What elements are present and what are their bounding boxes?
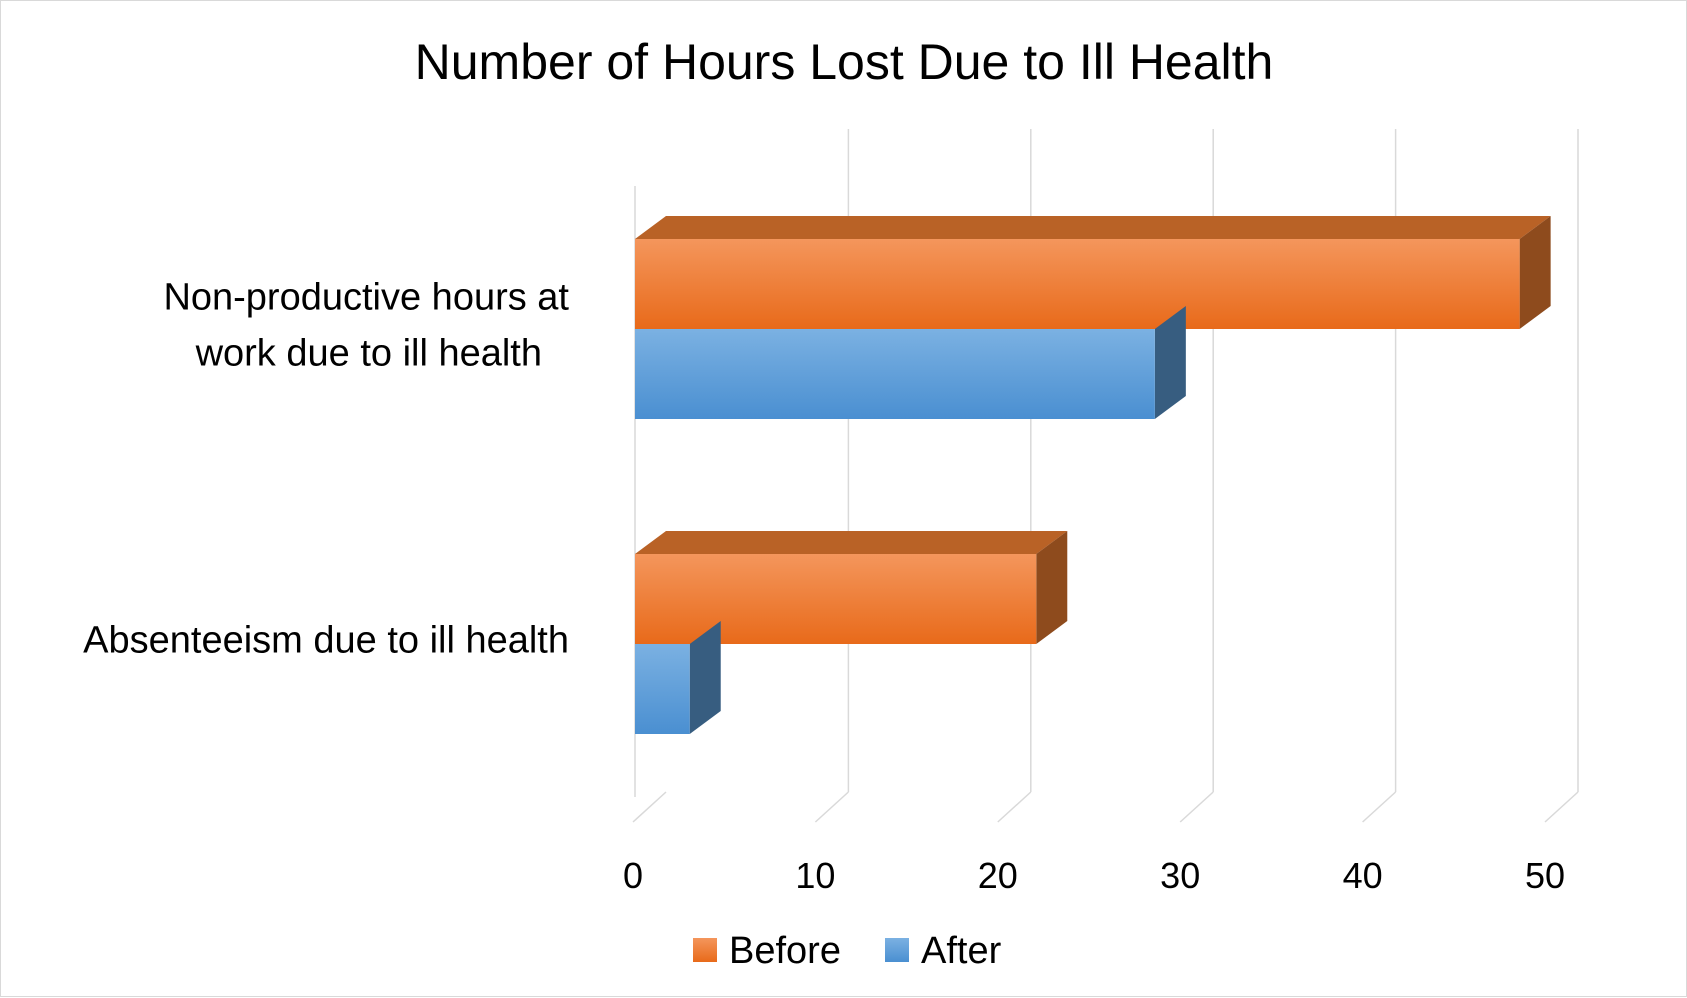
bar-front-face — [635, 644, 690, 734]
chart-title: Number of Hours Lost Due to Ill Health — [415, 34, 1274, 90]
legend-label-before: Before — [729, 930, 841, 972]
legend-label-after: After — [921, 930, 1002, 972]
gridline-floor — [997, 791, 1032, 823]
gridline-floor — [632, 791, 667, 823]
bar-side-face — [1154, 306, 1186, 419]
bar-after — [635, 621, 721, 734]
bar-after — [635, 306, 1186, 419]
gridline-floor — [1544, 791, 1579, 823]
gridline-floor — [1362, 791, 1397, 823]
x-tick-label: 10 — [795, 855, 835, 896]
legend: Before After — [693, 930, 1002, 972]
bar-front-face — [635, 239, 1520, 329]
bar-front-face — [635, 554, 1037, 644]
x-tick-label: 30 — [1160, 855, 1200, 896]
bar-top-face — [635, 531, 1068, 554]
bar-top-face — [635, 216, 1551, 239]
legend-swatch-before — [693, 938, 717, 962]
bar-before — [635, 531, 1068, 644]
bars — [635, 216, 1551, 734]
category-label: Absenteeism due to ill health — [83, 620, 569, 662]
bar-side-face — [689, 621, 721, 734]
gridline-floor — [1179, 791, 1214, 823]
x-axis-tick-labels: 0 10 20 30 40 50 — [623, 855, 1565, 896]
category-labels: Non-productive hours at work due to ill h… — [83, 277, 569, 662]
bar-side-face — [1519, 216, 1551, 329]
x-tick-label: 20 — [978, 855, 1018, 896]
legend-swatch-after — [885, 938, 909, 962]
x-tick-label: 40 — [1343, 855, 1383, 896]
bar-side-face — [1036, 531, 1068, 644]
bar-front-face — [635, 329, 1155, 419]
bar-before — [635, 216, 1551, 329]
category-label: Non-productive hours at — [163, 277, 569, 319]
x-tick-label: 50 — [1525, 855, 1565, 896]
category-label: work due to ill health — [195, 333, 542, 375]
x-tick-label: 0 — [623, 855, 643, 896]
gridline-floor — [814, 791, 849, 823]
